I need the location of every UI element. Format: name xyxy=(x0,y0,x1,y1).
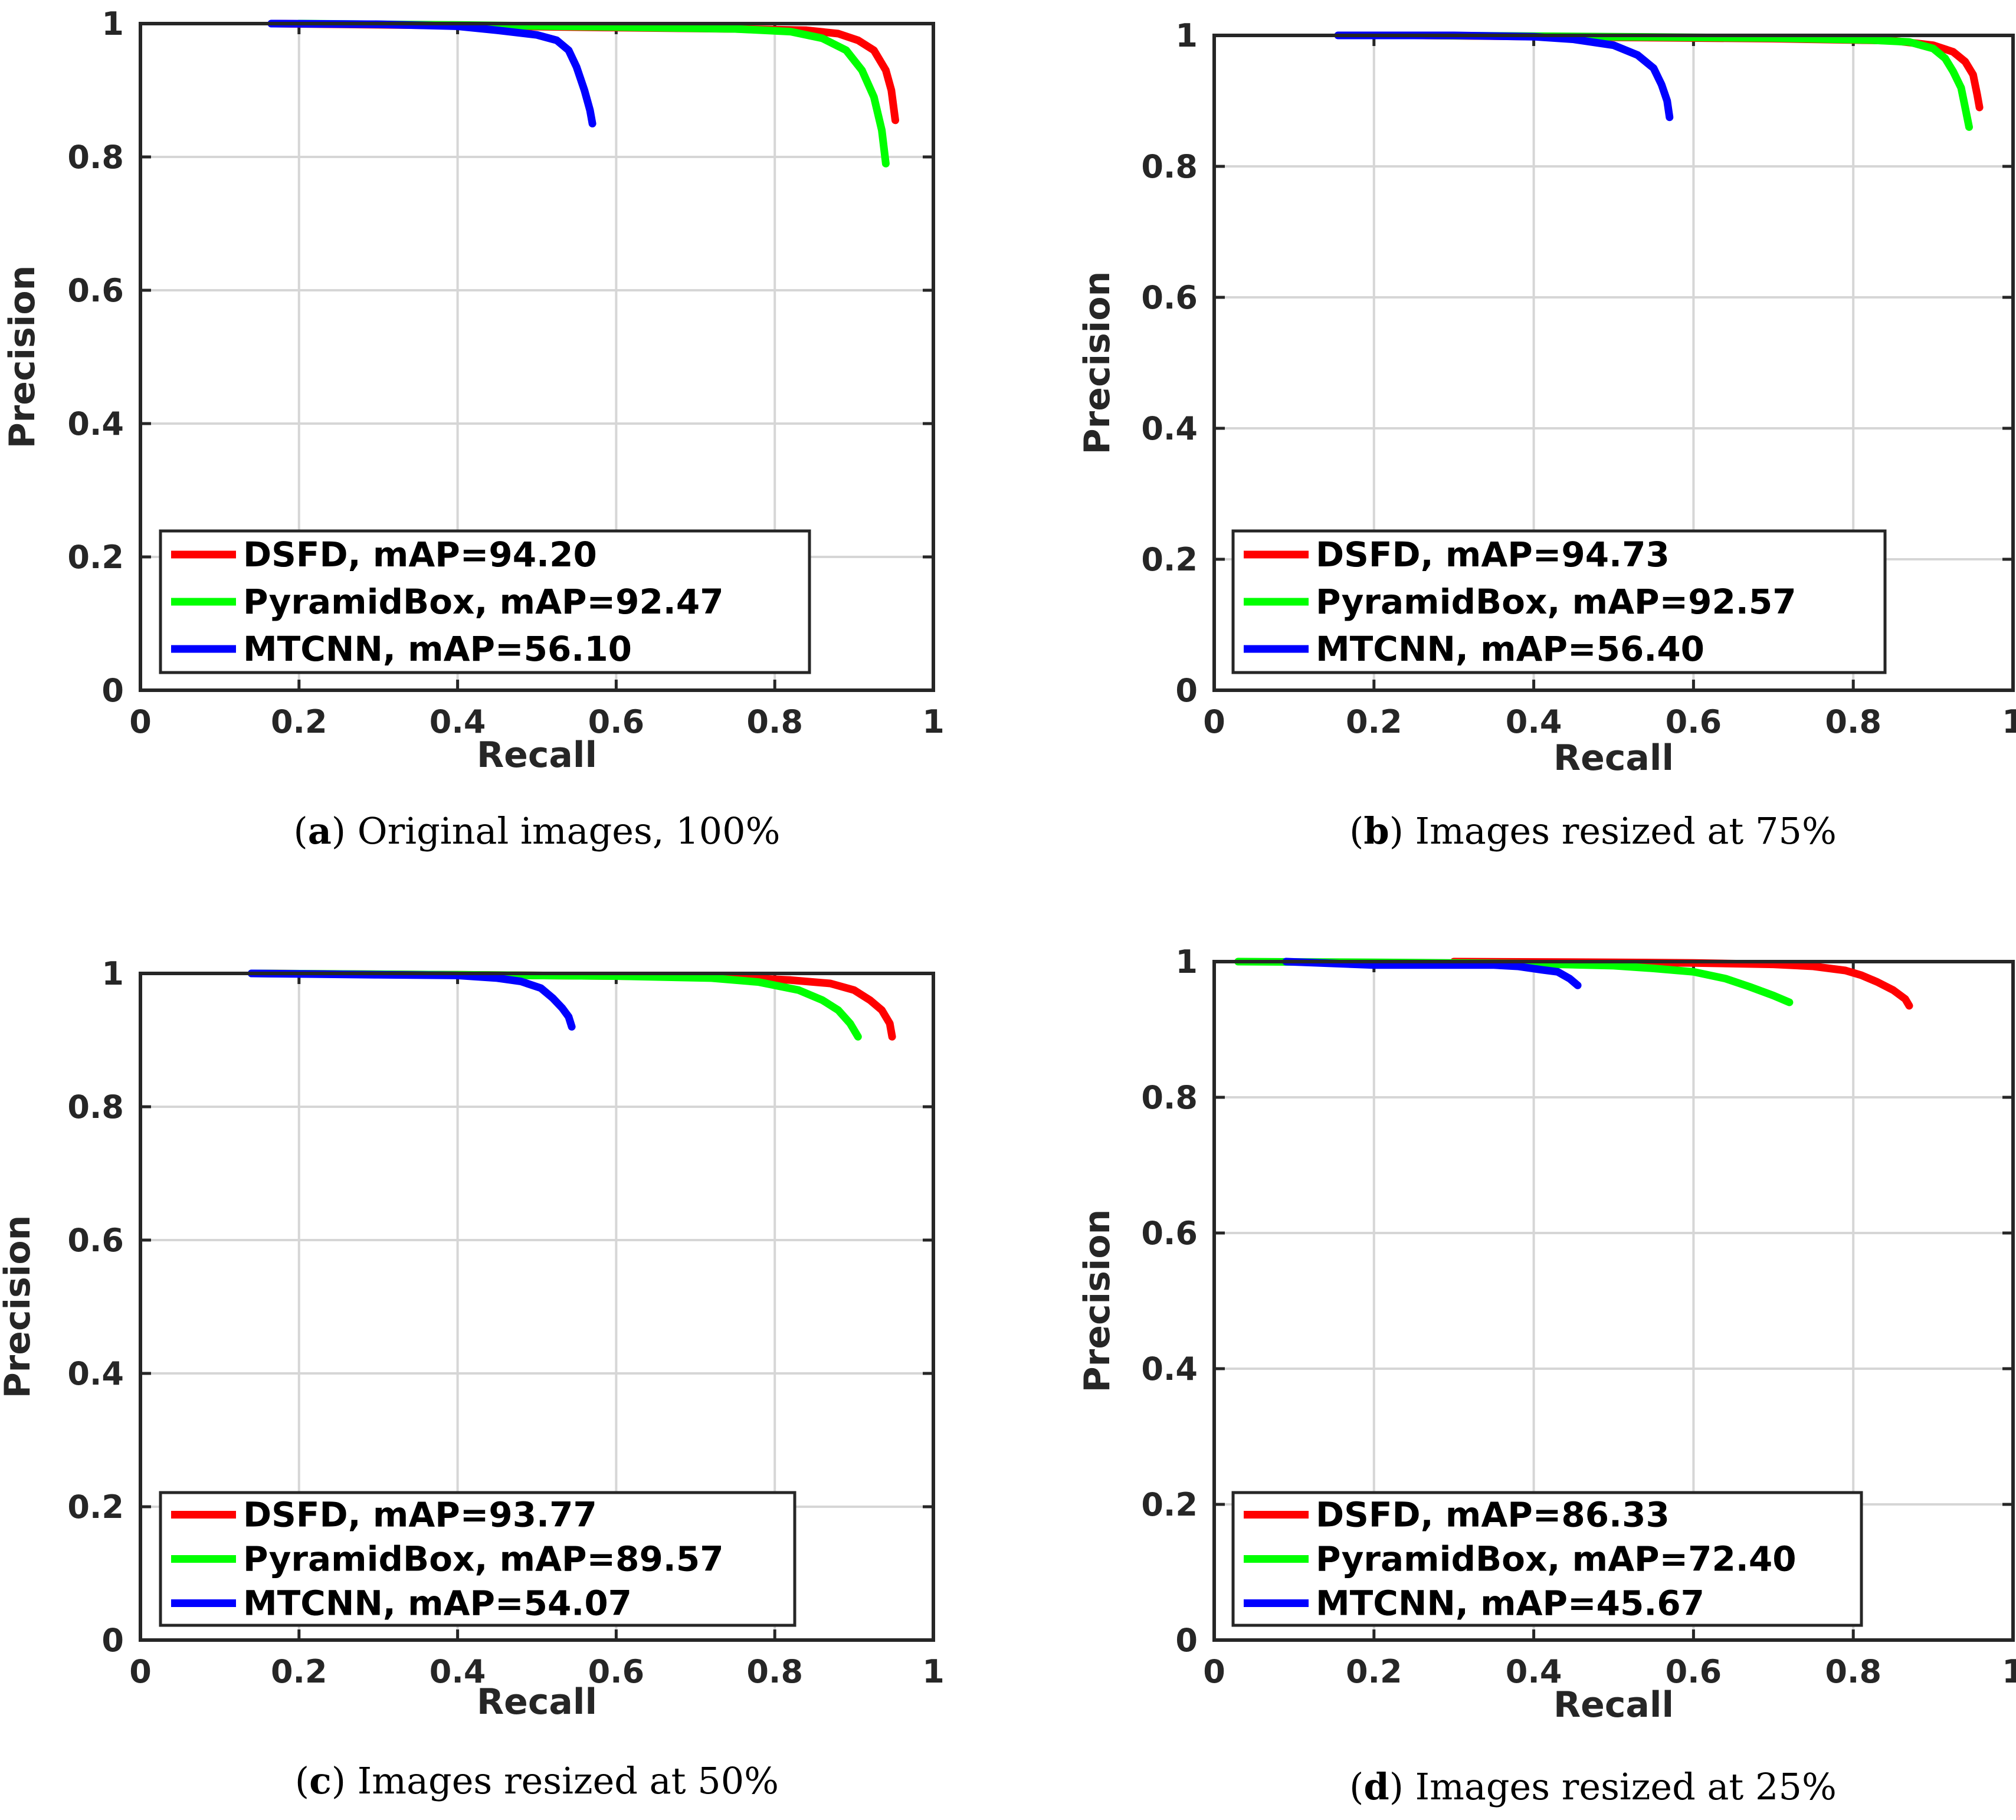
x-tick-label: 0.4 xyxy=(1506,703,1562,740)
x-axis-label: Recall xyxy=(1553,737,1674,779)
x-tick-label: 1 xyxy=(2002,1653,2016,1690)
x-tick-label: 1 xyxy=(2002,703,2016,740)
legend-box xyxy=(1231,1491,1863,1627)
y-tick-label: 1 xyxy=(101,955,124,992)
series-line-dsfd xyxy=(255,969,896,1041)
x-tick-label: 0.2 xyxy=(271,703,327,740)
y-tick-label: 0.8 xyxy=(67,1088,124,1126)
legend-label-dsfd: DSFD, mAP=94.20 xyxy=(243,534,597,575)
y-tick-label: 0.2 xyxy=(67,1488,124,1526)
legend-label-mtcnn: MTCNN, mAP=45.67 xyxy=(1316,1583,1704,1624)
y-tick-label: 1 xyxy=(1175,943,1198,980)
x-tick-label: 0.8 xyxy=(1825,703,1881,740)
panel-caption: (c) Images resized at 50% xyxy=(295,1759,779,1802)
y-tick-label: 0.2 xyxy=(1141,541,1198,578)
panel-b: 0 0.2 0.4 0.6 0.8 1 0 0.2 0.4 0.6 0.8 1 DSFD, mAP=94… xyxy=(1077,17,2016,852)
x-tick-label: 0.6 xyxy=(588,703,645,740)
y-tick-label: 0 xyxy=(101,672,124,709)
y-tick-label: 0.4 xyxy=(67,405,124,442)
x-tick-label: 1 xyxy=(922,703,945,740)
x-tick-label: 0.8 xyxy=(746,1653,803,1690)
y-tick-label: 1 xyxy=(1175,17,1198,54)
x-tick-label: 0.2 xyxy=(1346,703,1402,740)
x-tick-label: 0.2 xyxy=(1346,1653,1402,1690)
y-tick-label: 0.6 xyxy=(67,272,124,309)
legend-box xyxy=(159,1491,796,1627)
x-tick-label: 0.4 xyxy=(430,1653,486,1690)
x-tick-label: 0 xyxy=(1203,1653,1225,1690)
legend-label-dsfd: DSFD, mAP=86.33 xyxy=(1316,1495,1670,1535)
series-line-pyramidbox xyxy=(247,969,862,1041)
y-tick-label: 0.6 xyxy=(1141,279,1198,316)
series-line-dsfd xyxy=(1410,31,1984,112)
x-tick-label: 0 xyxy=(129,703,152,740)
x-axis-label: Recall xyxy=(477,734,597,776)
legend-label-dsfd: DSFD, mAP=94.73 xyxy=(1316,534,1670,575)
legend-label-pyramidbox: PyramidBox, mAP=92.47 xyxy=(243,582,724,622)
legend: DSFD, mAP=94.73 PyramidBox, mAP=92.57 MTCN… xyxy=(1231,529,1887,674)
series-line-mtcnn xyxy=(1282,957,1582,989)
x-tick-label: 0.4 xyxy=(1506,1653,1562,1690)
y-tick-label: 0.8 xyxy=(1141,1079,1198,1116)
panel-caption: (a) Original images, 100% xyxy=(294,809,781,852)
y-tick-label: 0.6 xyxy=(67,1222,124,1259)
x-axis-label: Recall xyxy=(477,1681,597,1723)
y-tick-label: 0 xyxy=(1175,1622,1198,1659)
legend-label-dsfd: DSFD, mAP=93.77 xyxy=(243,1495,597,1535)
x-tick-label: 0.6 xyxy=(1666,1653,1722,1690)
axes-frame xyxy=(1212,34,2015,692)
series-line-pyramidbox xyxy=(295,19,890,168)
legend-label-pyramidbox: PyramidBox, mAP=72.40 xyxy=(1316,1539,1797,1579)
y-tick-label: 1 xyxy=(101,5,124,42)
y-tick-label: 0 xyxy=(1175,672,1198,709)
y-tick-label: 0.2 xyxy=(1141,1486,1198,1523)
legend: DSFD, mAP=94.20 PyramidBox, mAP=92.47 MTCN… xyxy=(159,529,811,674)
legend-box xyxy=(1231,529,1887,674)
x-tick-label: 0.2 xyxy=(271,1653,327,1690)
y-axis-label: Precision xyxy=(1077,1209,1118,1393)
y-tick-label: 0.8 xyxy=(67,139,124,176)
legend-label-mtcnn: MTCNN, mAP=56.10 xyxy=(243,629,632,669)
y-tick-label: 0.6 xyxy=(1141,1215,1198,1252)
panel-caption: (d) Images resized at 25% xyxy=(1349,1765,1837,1808)
y-axis-label: Precision xyxy=(1077,271,1118,455)
legend-label-mtcnn: MTCNN, mAP=56.40 xyxy=(1316,629,1704,669)
y-tick-label: 0.4 xyxy=(67,1355,124,1392)
legend-box xyxy=(159,529,811,674)
panel-c: 0 0.2 0.4 0.6 0.8 1 0 0.2 0.4 0.6 0.8 1 DSFD, mAP=93… xyxy=(0,955,945,1802)
series-line-pyramidbox xyxy=(1418,31,1973,131)
x-tick-label: 0.6 xyxy=(1666,703,1722,740)
x-tick-label: 0 xyxy=(1203,703,1225,740)
legend-label-pyramidbox: PyramidBox, mAP=89.57 xyxy=(243,1539,724,1579)
panel-caption: (b) Images resized at 75% xyxy=(1349,809,1837,852)
y-axis-label: Precision xyxy=(0,1215,38,1399)
y-tick-label: 0.2 xyxy=(67,539,124,576)
y-tick-label: 0.4 xyxy=(1141,410,1198,447)
x-tick-label: 1 xyxy=(922,1653,945,1690)
series-line-mtcnn xyxy=(267,19,596,127)
legend-label-pyramidbox: PyramidBox, mAP=92.57 xyxy=(1316,582,1797,622)
panel-a: 0 0.2 0.4 0.6 0.8 1 0 0.2 0.4 0.6 0.8 1 DSFD, mAP=94… xyxy=(2,5,945,852)
x-tick-label: 0.8 xyxy=(746,703,803,740)
x-tick-label: 0 xyxy=(129,1653,152,1690)
x-axis-label: Recall xyxy=(1553,1684,1674,1726)
y-tick-label: 0.4 xyxy=(1141,1350,1198,1388)
panel-d: 0 0.2 0.4 0.6 0.8 1 0 0.2 0.4 0.6 0.8 1 DSFD, mAP=86… xyxy=(1077,943,2016,1808)
x-tick-label: 0.6 xyxy=(588,1653,645,1690)
legend-label-mtcnn: MTCNN, mAP=54.07 xyxy=(243,1583,632,1624)
y-tick-label: 0 xyxy=(101,1622,124,1659)
axes-frame xyxy=(139,22,935,692)
x-tick-label: 0.4 xyxy=(430,703,486,740)
y-tick-label: 0.8 xyxy=(1141,148,1198,185)
x-tick-label: 0.8 xyxy=(1825,1653,1881,1690)
y-axis-label: Precision xyxy=(2,265,43,449)
axes-frame xyxy=(139,972,935,1642)
axes-frame xyxy=(1212,960,2015,1642)
series-line-mtcnn xyxy=(1334,31,1674,122)
